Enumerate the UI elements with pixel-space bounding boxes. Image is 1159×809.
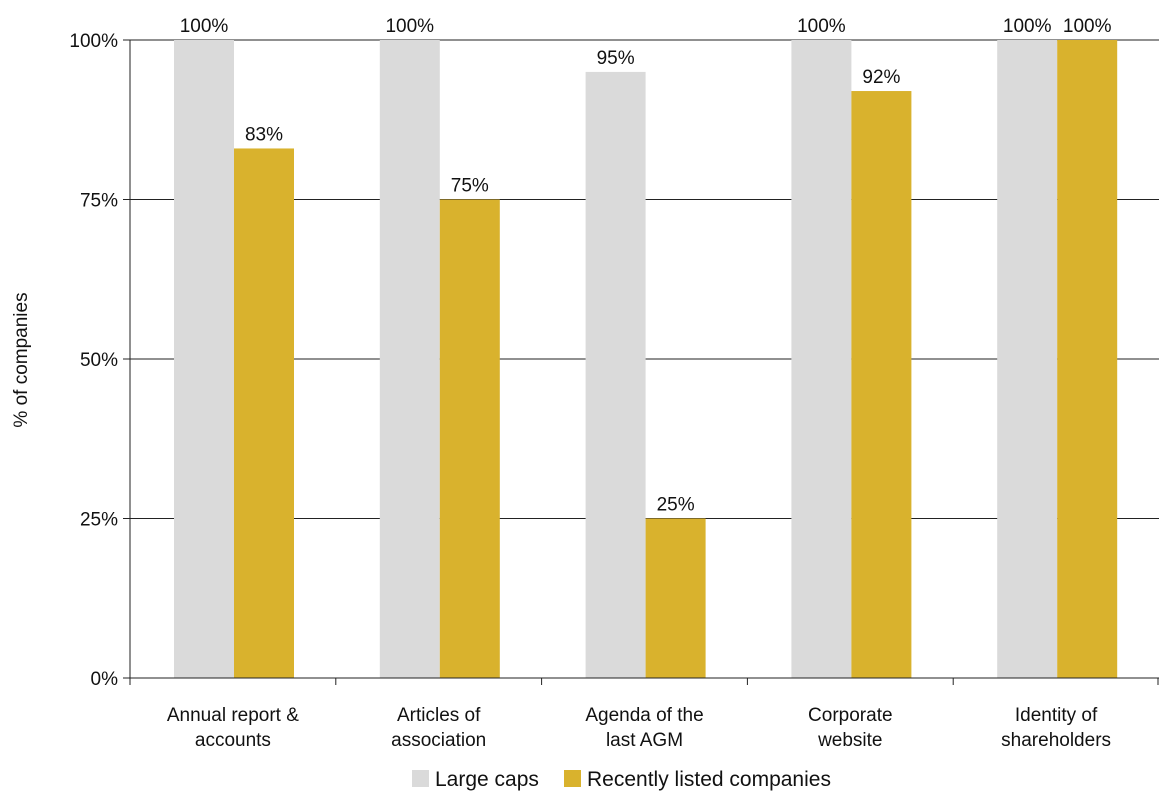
bar (174, 40, 234, 678)
x-category-label: Identity of shareholders (1001, 705, 1111, 751)
legend-swatch (564, 770, 581, 787)
x-category-label-line: Annual report & (167, 705, 299, 726)
bar (851, 91, 912, 679)
data-label: 100% (385, 16, 434, 37)
data-label: 75% (451, 176, 489, 197)
x-category-label: Corporate website (808, 705, 893, 751)
bar (997, 40, 1058, 678)
x-category-label-line: association (391, 730, 486, 751)
x-category-label: Annual report & accounts (167, 705, 299, 751)
y-tick-label: 75% (80, 191, 118, 212)
x-category-label: Articles of association (391, 705, 486, 751)
y-tick-label: 25% (80, 510, 118, 531)
x-category-label-line: website (817, 730, 882, 751)
y-tick-label: 100% (69, 31, 118, 52)
data-label: 92% (862, 67, 900, 88)
y-tick-label: 0% (91, 669, 119, 690)
legend-label: Recently listed companies (587, 768, 831, 791)
data-label: 100% (1003, 16, 1052, 37)
bar (234, 148, 294, 678)
x-category-label-line: accounts (195, 730, 271, 751)
data-label: 100% (1063, 16, 1112, 37)
x-category-label-line: last AGM (606, 730, 683, 751)
bar (645, 518, 706, 678)
legend-label: Large caps (435, 768, 539, 791)
bar (1057, 40, 1118, 678)
data-label: 100% (797, 16, 846, 37)
bar (439, 199, 500, 678)
data-label: 25% (657, 495, 695, 516)
y-axis-title: % of companies (11, 292, 32, 427)
y-tick-label: 50% (80, 350, 118, 371)
legend-swatch (412, 770, 429, 787)
bar (379, 40, 440, 678)
x-category-label-line: Agenda of the (585, 705, 703, 726)
x-category-label-line: Articles of (397, 705, 481, 726)
x-category-label-line: Identity of (1015, 705, 1098, 726)
bar (791, 40, 852, 678)
data-label: 95% (597, 48, 635, 69)
x-category-label-line: shareholders (1001, 730, 1111, 751)
x-category-label: Agenda of the last AGM (585, 705, 703, 751)
data-label: 100% (180, 16, 229, 37)
data-label: 83% (245, 124, 283, 145)
bar (585, 71, 646, 678)
x-category-label-line: Corporate (808, 705, 893, 726)
